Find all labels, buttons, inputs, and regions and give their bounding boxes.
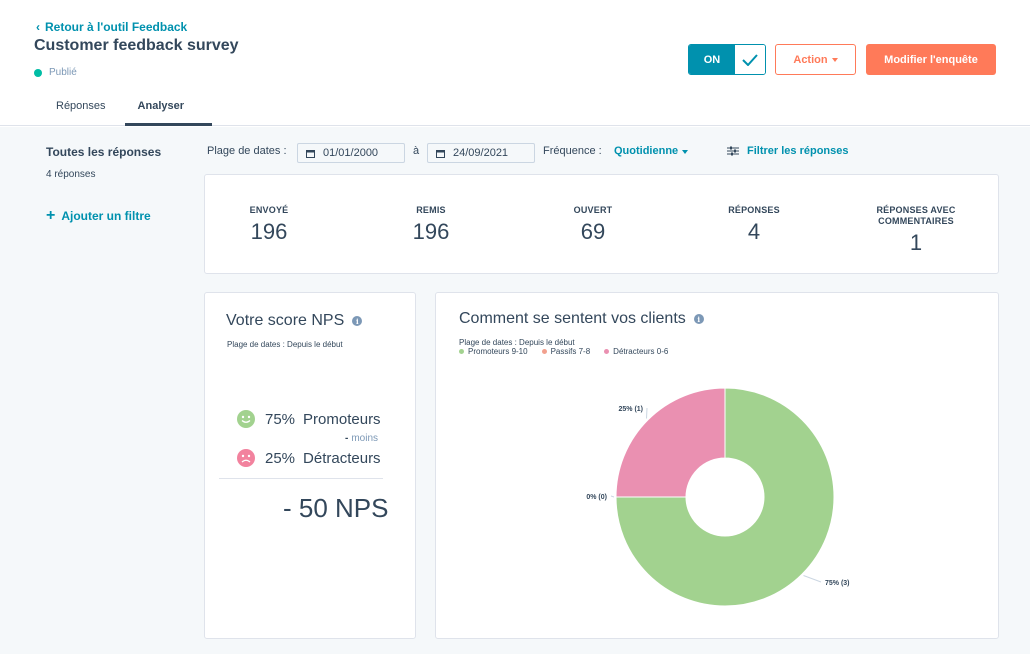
- date-from-input[interactable]: 01/01/2000: [297, 143, 405, 163]
- legend-item: Passifs 7-8: [541, 347, 591, 356]
- sliders-icon: [727, 146, 739, 156]
- add-filter-button[interactable]: + Ajouter un filtre: [46, 207, 151, 225]
- date-from-value: 01/01/2000: [323, 147, 379, 159]
- stat-responses: RÉPONSES 4: [684, 205, 824, 245]
- donut-chart: 75% (3) 0% (0) 25% (1): [586, 387, 850, 607]
- page-title: Customer feedback survey: [34, 37, 239, 54]
- slice-label: 75% (3): [825, 580, 850, 587]
- legend-item: Détracteurs 0-6: [604, 347, 668, 356]
- page-header: ‹ Retour à l'outil Feedback Customer feed…: [0, 0, 1030, 126]
- minus-text: moins: [351, 433, 379, 444]
- filter-responses-link[interactable]: Filtrer les réponses: [727, 145, 849, 157]
- nps-title: Votre score NPS i: [226, 312, 363, 330]
- stat-value: 69: [580, 219, 606, 244]
- chart-subtitle: Plage de dates : Depuis le début: [459, 338, 575, 347]
- sidebar-title: Toutes les réponses: [46, 145, 162, 159]
- toggle-on-label: ON: [689, 45, 735, 74]
- legend-label: Détracteurs 0-6: [613, 347, 669, 356]
- tab-bar: Réponses Analyser: [40, 94, 200, 126]
- minus-sign: -: [345, 433, 349, 444]
- calendar-icon: [436, 149, 445, 158]
- stat-value: 196: [412, 219, 450, 244]
- checkmark-icon: [735, 45, 765, 74]
- chevron-left-icon: ‹: [36, 20, 40, 34]
- stats-card: ENVOYÉ 196 REMIS 196 OUVERT 69 RÉPONSES …: [204, 174, 999, 274]
- stat-label: RÉPONSES: [728, 205, 780, 215]
- sidebar-count: 4 réponses: [46, 169, 96, 180]
- legend-label: Promoteurs 9-10: [468, 347, 528, 356]
- slice-label: 25% (1): [618, 406, 643, 413]
- pie-slice[interactable]: [615, 387, 726, 498]
- date-separator: à: [413, 145, 420, 157]
- frequency-label: Fréquence :: [543, 145, 602, 157]
- stat-responses-with-comments: RÉPONSES AVEC COMMENTAIRES 1: [845, 205, 987, 256]
- date-range-label: Plage de dates :: [207, 145, 287, 157]
- back-link-label: Retour à l'outil Feedback: [45, 20, 188, 34]
- info-icon[interactable]: i: [693, 314, 704, 324]
- sidebar: Toutes les réponses 4 réponses + Ajouter…: [30, 135, 184, 241]
- nps-subtitle: Plage de dates : Depuis le début: [227, 340, 343, 349]
- legend-item: Promoteurs 9-10: [459, 347, 528, 356]
- status-dot-icon: [34, 68, 42, 77]
- smiley-happy-icon: [237, 410, 255, 428]
- tab-analyze[interactable]: Analyser: [137, 100, 185, 112]
- stat-sent: ENVOYÉ 196: [199, 205, 339, 245]
- action-button[interactable]: Action: [775, 44, 856, 75]
- date-to-input[interactable]: 24/09/2021: [427, 143, 535, 163]
- nps-card: Votre score NPS i Plage de dates : Depui…: [204, 292, 416, 639]
- nps-detractors-row: 25% Détracteurs: [237, 449, 381, 467]
- chart-title: Comment se sentent vos clients i: [459, 310, 704, 328]
- caret-down-icon: [682, 150, 689, 154]
- status-label: Publié: [49, 67, 77, 78]
- label-connector: [803, 575, 822, 583]
- stat-value: 4: [747, 219, 761, 244]
- label-connector: [610, 495, 615, 498]
- nps-total: - 50 NPS: [283, 493, 389, 523]
- frequency-value: Quotidienne: [614, 145, 679, 157]
- calendar-icon: [306, 149, 315, 158]
- publish-toggle[interactable]: ON: [688, 44, 766, 75]
- stat-delivered: REMIS 196: [361, 205, 501, 245]
- frequency-dropdown[interactable]: Quotidienne: [614, 145, 689, 157]
- stat-label: REMIS: [416, 205, 446, 215]
- filter-bar: Plage de dates : 01/01/2000 à 24/09/2021…: [207, 142, 1007, 164]
- detractors-pct: 25%: [265, 449, 296, 467]
- detractors-label: Détracteurs: [303, 449, 381, 467]
- sentiment-chart-card: Comment se sentent vos clients i Plage d…: [435, 292, 999, 639]
- caret-down-icon: [831, 57, 838, 62]
- add-filter-label: Ajouter un filtre: [61, 209, 151, 223]
- nps-divider: [219, 478, 383, 479]
- minus-label: - moins: [345, 433, 378, 444]
- promoters-pct: 75%: [265, 410, 296, 428]
- nps-promoters-row: 75% Promoteurs: [237, 410, 381, 428]
- filter-responses-label: Filtrer les réponses: [747, 145, 849, 157]
- chart-legend: Promoteurs 9-10 Passifs 7-8 Détracteurs …: [459, 347, 682, 356]
- active-tab-indicator: [125, 123, 212, 126]
- date-to-value: 24/09/2021: [453, 147, 509, 159]
- stat-opened: OUVERT 69: [523, 205, 663, 245]
- chart-title-text: Comment se sentent vos clients: [459, 310, 686, 327]
- stat-label: ENVOYÉ: [249, 205, 289, 215]
- legend-dot: [541, 349, 547, 354]
- stat-value: 1: [909, 230, 923, 255]
- nps-title-text: Votre score NPS: [226, 312, 345, 329]
- action-button-label: Action: [793, 53, 828, 66]
- slice-label: 0% (0): [586, 494, 607, 501]
- stat-value: 196: [250, 219, 288, 244]
- legend-label: Passifs 7-8: [550, 347, 591, 356]
- status-badge: Publié: [34, 67, 77, 78]
- stat-label: OUVERT: [573, 205, 613, 215]
- plus-icon: +: [46, 207, 56, 224]
- legend-dot: [604, 349, 610, 354]
- legend-dot: [459, 349, 464, 354]
- info-icon[interactable]: i: [352, 316, 363, 326]
- promoters-label: Promoteurs: [303, 410, 381, 428]
- tab-responses[interactable]: Réponses: [56, 100, 106, 112]
- back-link[interactable]: ‹ Retour à l'outil Feedback: [36, 20, 187, 34]
- pie-slice[interactable]: [615, 387, 835, 607]
- smiley-sad-icon: [237, 449, 255, 467]
- stat-label: RÉPONSES AVEC COMMENTAIRES: [876, 205, 956, 226]
- edit-survey-button[interactable]: Modifier l'enquête: [866, 44, 996, 75]
